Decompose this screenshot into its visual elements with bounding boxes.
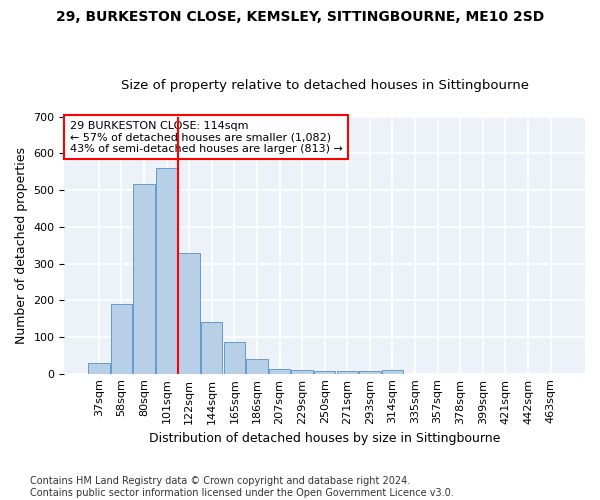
Bar [314, 370, 335, 374]
Y-axis label: Number of detached properties: Number of detached properties [15, 146, 28, 344]
Text: 29, BURKESTON CLOSE, KEMSLEY, SITTINGBOURNE, ME10 2SD: 29, BURKESTON CLOSE, KEMSLEY, SITTINGBOU… [56, 10, 544, 24]
X-axis label: Distribution of detached houses by size in Sittingbourne: Distribution of detached houses by size … [149, 432, 500, 445]
Bar [292, 370, 313, 374]
Bar [178, 254, 200, 374]
Bar [246, 359, 268, 374]
Bar [382, 370, 403, 374]
Bar [224, 342, 245, 374]
Bar [88, 362, 110, 374]
Bar [337, 370, 358, 374]
Bar [359, 370, 380, 374]
Text: Contains HM Land Registry data © Crown copyright and database right 2024.
Contai: Contains HM Land Registry data © Crown c… [30, 476, 454, 498]
Title: Size of property relative to detached houses in Sittingbourne: Size of property relative to detached ho… [121, 79, 529, 92]
Text: 29 BURKESTON CLOSE: 114sqm
← 57% of detached houses are smaller (1,082)
43% of s: 29 BURKESTON CLOSE: 114sqm ← 57% of deta… [70, 120, 343, 154]
Bar [269, 369, 290, 374]
Bar [110, 304, 132, 374]
Bar [133, 184, 155, 374]
Bar [156, 168, 177, 374]
Bar [201, 322, 223, 374]
